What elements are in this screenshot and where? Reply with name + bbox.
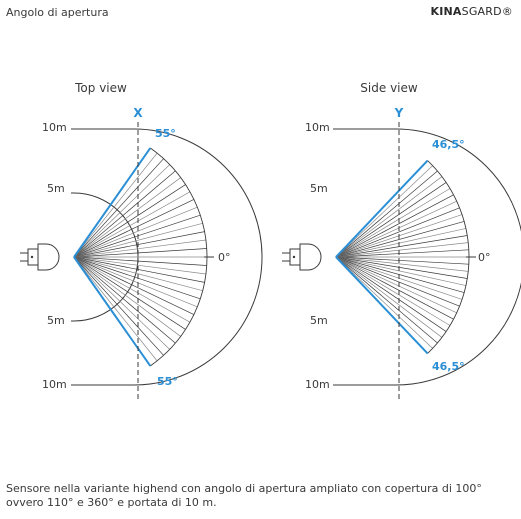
detection-ray	[73, 248, 207, 258]
boundary-ray-upper	[73, 147, 152, 258]
detection-ray	[335, 194, 454, 258]
top-dist-5m-lower: 5m	[47, 314, 65, 327]
detection-ray	[73, 164, 170, 258]
side-view-title: Side view	[360, 81, 418, 95]
side-angle-upper: 46,5°	[432, 138, 465, 151]
range-arc-outer	[133, 128, 263, 386]
detection-ray	[335, 256, 451, 326]
sensor-dot	[292, 255, 296, 259]
detection-ray	[73, 256, 206, 275]
detection-ray	[335, 242, 469, 258]
side-dist-10m-upper: 10m	[305, 121, 330, 134]
detection-ray	[73, 170, 176, 258]
top-view-fan	[20, 122, 263, 400]
detection-ray	[335, 188, 451, 258]
top-view-diagram: Top view X 10m 5m 5m 10m 0° 55° 55°	[20, 81, 263, 400]
detection-ray	[73, 191, 191, 258]
top-zero-label: 0°	[218, 251, 231, 264]
detection-ray	[335, 256, 469, 272]
detection-ray	[335, 256, 469, 265]
detection-ray	[73, 239, 206, 258]
detection-ray	[335, 200, 457, 258]
y-axis-letter: Y	[394, 106, 404, 120]
detection-ray	[335, 256, 447, 332]
top-angle-lower: 55°	[157, 375, 178, 388]
top-dist-10m-upper: 10m	[42, 121, 67, 134]
detection-ray	[335, 221, 465, 258]
detection-ray	[73, 256, 186, 330]
detection-ray	[73, 184, 186, 258]
detection-ray	[335, 256, 457, 314]
detection-ray	[335, 207, 460, 258]
boundary-ray-lower	[335, 256, 429, 355]
detection-ray	[73, 231, 205, 258]
detection-ray	[73, 256, 195, 315]
side-angle-lower: 46,5°	[432, 360, 465, 373]
side-view-diagram: Side view Y 10m 5m 5m 10m 0° 46,5° 46,5°	[282, 81, 521, 400]
detection-ray	[335, 165, 433, 258]
detection-ray	[335, 170, 438, 258]
detection-ray	[73, 256, 207, 266]
detection-ray	[335, 228, 466, 258]
sensor-dot	[30, 255, 34, 259]
side-dist-5m-upper: 5m	[310, 182, 328, 195]
side-view-fan	[282, 122, 521, 400]
detection-ray	[73, 199, 195, 258]
detection-ray	[73, 256, 170, 350]
detection-ray	[335, 256, 433, 349]
sensor-head	[37, 243, 60, 271]
detection-ray	[335, 256, 468, 279]
detection-ray	[73, 214, 201, 258]
detection-ray	[335, 256, 443, 338]
detection-ray	[73, 206, 198, 258]
x-axis-letter: X	[133, 106, 143, 120]
side-zero-label: 0°	[478, 251, 491, 264]
side-dist-10m-lower: 10m	[305, 378, 330, 391]
detection-ray	[335, 235, 468, 258]
detection-ray	[335, 256, 460, 307]
brand-logo: KINASGARD®	[430, 5, 513, 18]
detection-ray	[73, 256, 158, 362]
detection-ray	[73, 177, 181, 258]
top-dist-10m-lower: 10m	[42, 378, 67, 391]
header-title: Angolo di apertura	[6, 6, 109, 19]
detection-ray	[73, 256, 181, 337]
detection-ray	[73, 256, 191, 323]
detection-ray	[335, 176, 443, 258]
detection-ray	[73, 256, 205, 283]
sensor-head	[299, 243, 322, 271]
detection-ray	[335, 249, 469, 258]
side-dist-5m-lower: 5m	[310, 314, 328, 327]
detection-ray	[73, 256, 164, 356]
boundary-ray-lower	[73, 256, 152, 367]
detection-ray	[335, 256, 454, 320]
top-angle-upper: 55°	[155, 127, 176, 140]
detection-ray	[73, 158, 164, 258]
detection-ray	[335, 256, 466, 286]
detection-ray	[335, 182, 447, 258]
detection-ray	[335, 256, 465, 293]
range-arc-outer	[395, 128, 521, 386]
detection-ray	[73, 152, 158, 258]
detection-ray	[73, 256, 201, 300]
boundary-ray-upper	[335, 159, 429, 258]
caption-text: Sensore nella variante highend con angol…	[6, 482, 482, 509]
detection-ray	[73, 256, 198, 308]
top-dist-5m-upper: 5m	[47, 182, 65, 195]
detection-ray	[73, 256, 176, 344]
top-view-title: Top view	[74, 81, 127, 95]
detection-ray	[73, 256, 203, 292]
detection-ray	[73, 222, 203, 258]
detection-ray	[335, 256, 438, 344]
